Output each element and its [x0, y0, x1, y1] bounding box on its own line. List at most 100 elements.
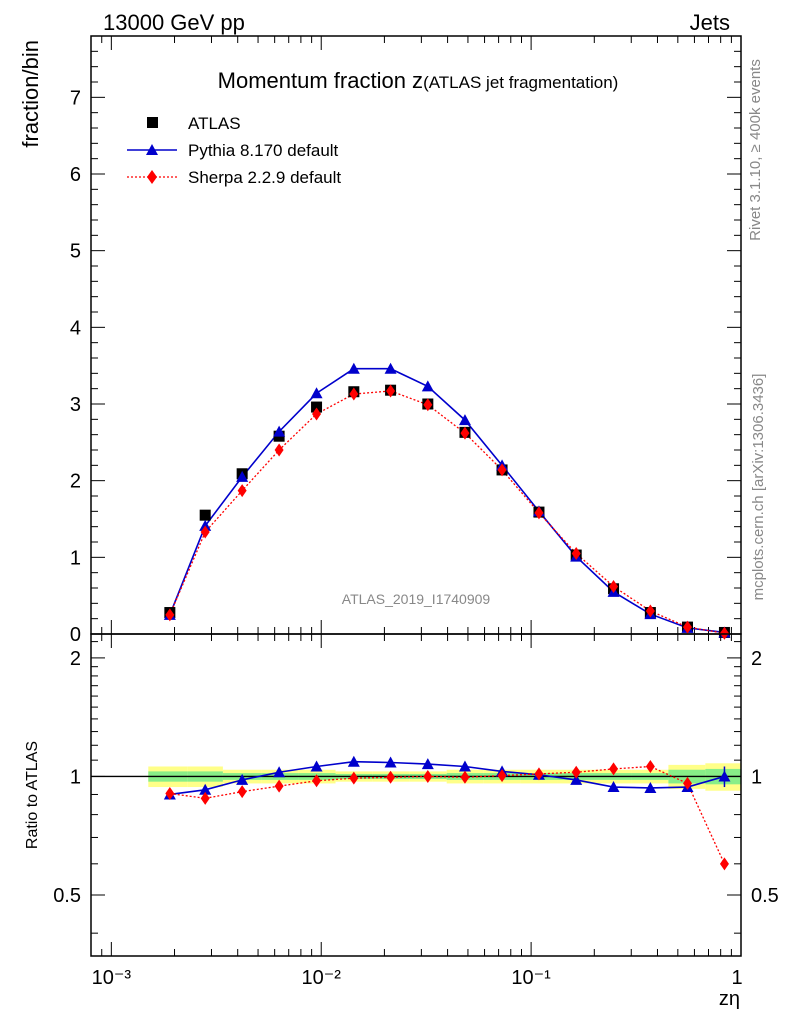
data-point-diamond	[423, 398, 433, 412]
legend-entry-pythia: Pythia 8.170 default	[127, 141, 339, 160]
ratio-point-triangle	[236, 773, 249, 785]
data-point-diamond	[609, 579, 619, 593]
ratio-series-line-1	[169, 765, 726, 865]
y-tick-label: 3	[70, 394, 81, 416]
ratio-series-line-0	[169, 760, 725, 796]
main-y-tick-labels: 0 1 2 3 4 5 6 7	[70, 87, 81, 646]
ratio-y-tick-label-left: 0.5	[53, 885, 81, 907]
data-point-diamond	[349, 387, 359, 401]
ratio-point-triangle	[310, 760, 323, 772]
data-point-triangle	[273, 425, 286, 437]
main-y-axis-label: fraction/bin	[18, 40, 43, 148]
data-point-diamond	[274, 443, 284, 457]
header-right: Jets	[690, 10, 730, 35]
data-point-triangle	[458, 414, 471, 426]
ratio-point-diamond	[719, 857, 729, 871]
ratio-point-diamond	[460, 770, 470, 784]
data-point-square	[199, 509, 211, 521]
data-point-diamond	[165, 608, 175, 622]
ratio-point-triangle	[570, 773, 583, 785]
ratio-point-diamond	[165, 787, 175, 801]
ratio-point-diamond	[237, 785, 247, 799]
legend-marker-atlas	[147, 117, 158, 128]
x-tick-label: 10⁻²	[301, 967, 341, 989]
ratio-point-diamond	[571, 765, 581, 779]
y-tick-label: 2	[70, 471, 81, 493]
data-point-diamond	[719, 626, 729, 640]
x-tick-labels: 10⁻³ 10⁻² 10⁻¹ 1	[92, 967, 743, 989]
ratio-series-group	[163, 755, 731, 871]
header-left: 13000 GeV pp	[103, 10, 245, 35]
ratio-axis-ticks	[90, 634, 742, 956]
ratio-y-tick-label-right: 0.5	[751, 885, 779, 907]
data-point-diamond	[200, 525, 210, 539]
y-tick-label: 0	[70, 624, 81, 646]
legend-marker-sherpa	[147, 170, 157, 184]
ratio-point-diamond	[386, 770, 396, 784]
ratio-point-triangle	[644, 781, 657, 793]
ratio-point-triangle	[273, 766, 286, 778]
ratio-point-diamond	[423, 769, 433, 783]
data-point-diamond	[682, 620, 692, 634]
ratio-point-triangle	[607, 781, 620, 793]
ratio-y-tick-label-left: 1	[70, 766, 81, 788]
ratio-y-axis-label: Ratio to ATLAS	[24, 741, 41, 849]
ratio-point-diamond	[682, 776, 692, 790]
legend: ATLAS Pythia 8.170 default Sherpa 2.2.9 …	[127, 114, 341, 187]
ratio-point-diamond	[274, 779, 284, 793]
ratio-point-diamond	[312, 774, 322, 788]
ratio-panel: 0.5 0.51 12 2 10⁻³ 10⁻² 10⁻¹ 1 Ratio to ATLAS …	[24, 633, 779, 1010]
y-tick-label: 4	[70, 317, 81, 339]
x-tick-label: 1	[731, 967, 742, 989]
watermark: ATLAS_2019_I1740909	[342, 591, 491, 607]
main-title-secondary: (ATLAS jet fragmentation)	[423, 73, 618, 92]
legend-marker-pythia	[146, 144, 158, 155]
series-line-1	[169, 367, 725, 634]
legend-label-atlas: ATLAS	[188, 114, 241, 133]
ratio-point-diamond	[609, 762, 619, 776]
main-series-group	[163, 362, 731, 640]
ratio-y-tick-label-right: 2	[751, 648, 762, 670]
data-point-square	[311, 401, 323, 413]
y-tick-label: 5	[70, 241, 81, 263]
ratio-point-triangle	[421, 758, 434, 770]
ratio-point-diamond	[645, 759, 655, 773]
main-title: Momentum fraction z(ATLAS jet fragmentat…	[218, 68, 619, 93]
data-point-diamond	[237, 484, 247, 498]
ratio-frame	[90, 633, 742, 957]
series-line-2	[169, 390, 725, 634]
rivet-label: Rivet 3.1.10, ≥ 400k events	[747, 59, 764, 241]
data-point-triangle	[421, 380, 434, 392]
legend-entry-sherpa: Sherpa 2.2.9 default	[127, 168, 341, 187]
data-point-diamond	[312, 407, 322, 421]
ratio-point-triangle	[347, 755, 360, 767]
ratio-point-diamond	[200, 791, 210, 805]
legend-label-pythia: Pythia 8.170 default	[188, 141, 339, 160]
main-axis-ticks	[90, 36, 742, 635]
main-title-primary: Momentum fraction z	[218, 68, 423, 93]
x-axis-label: zη	[719, 988, 740, 1010]
data-point-diamond	[460, 426, 470, 440]
data-point-triangle	[199, 519, 212, 531]
data-point-diamond	[497, 463, 507, 477]
ratio-point-triangle	[458, 760, 471, 772]
x-tick-label: 10⁻¹	[511, 967, 551, 989]
ratio-point-triangle	[384, 756, 397, 768]
data-point-diamond	[645, 604, 655, 618]
ratio-point-diamond	[497, 769, 507, 783]
data-point-diamond	[386, 384, 396, 398]
main-panel: 0 1 2 3 4 5 6 7 Momentum fraction z(ATLAS jet f…	[18, 35, 742, 646]
y-tick-label: 7	[70, 87, 81, 109]
x-tick-label: 10⁻³	[92, 967, 132, 989]
ratio-y-tick-label-left: 2	[70, 648, 81, 670]
legend-entry-atlas: ATLAS	[147, 114, 241, 133]
y-tick-label: 6	[70, 164, 81, 186]
ratio-point-diamond	[534, 767, 544, 781]
data-point-triangle	[310, 387, 323, 399]
ratio-point-triangle	[199, 783, 212, 795]
ratio-point-diamond	[349, 771, 359, 785]
mcplots-label: mcplots.cern.ch [arXiv:1306.3436]	[750, 374, 767, 601]
data-point-triangle	[236, 470, 249, 482]
legend-label-sherpa: Sherpa 2.2.9 default	[188, 168, 341, 187]
